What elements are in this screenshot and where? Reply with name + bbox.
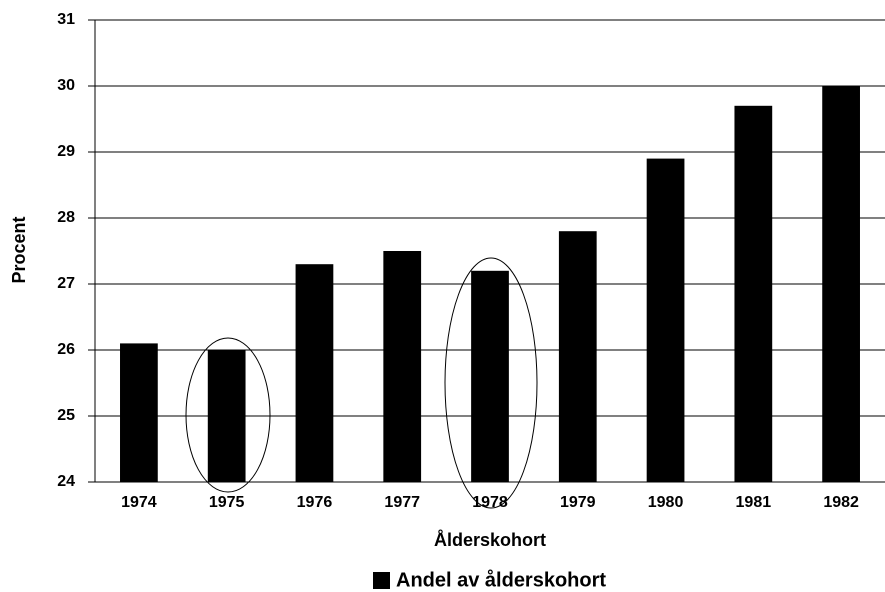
x-tick-label: 1982 xyxy=(823,494,859,511)
y-axis-title: Procent xyxy=(9,216,29,283)
y-tick-label: 29 xyxy=(57,143,75,160)
y-tick-label: 27 xyxy=(57,275,75,292)
bar xyxy=(734,105,773,483)
bar xyxy=(120,343,158,482)
y-tick-label: 30 xyxy=(57,77,75,94)
bar xyxy=(295,264,334,482)
bar xyxy=(822,86,860,482)
bar xyxy=(646,158,685,482)
bar xyxy=(383,251,422,482)
highlight-ellipse xyxy=(444,257,538,509)
x-tick-label: 1976 xyxy=(297,494,333,511)
x-axis-title: Ålderskohort xyxy=(434,530,546,550)
x-tick-label: 1981 xyxy=(736,494,772,511)
legend-swatch xyxy=(373,572,390,589)
y-tick-label: 24 xyxy=(57,473,75,490)
x-tick-label: 1974 xyxy=(121,494,157,511)
bar xyxy=(207,350,246,482)
y-tick-label: 31 xyxy=(57,11,75,28)
legend-label: Andel av ålderskohort xyxy=(396,568,606,591)
x-tick-label: 1979 xyxy=(560,494,596,511)
x-tick-label: 1980 xyxy=(648,494,684,511)
y-tick-label: 28 xyxy=(57,209,75,226)
bar xyxy=(471,270,509,482)
x-tick-label: 1977 xyxy=(384,494,420,511)
y-tick-label: 26 xyxy=(57,341,75,358)
bar xyxy=(558,231,597,482)
x-tick-label: 1978 xyxy=(472,494,508,511)
y-tick-label: 25 xyxy=(57,407,75,424)
highlight-ellipse xyxy=(185,337,271,493)
x-tick-label: 1975 xyxy=(209,494,245,511)
